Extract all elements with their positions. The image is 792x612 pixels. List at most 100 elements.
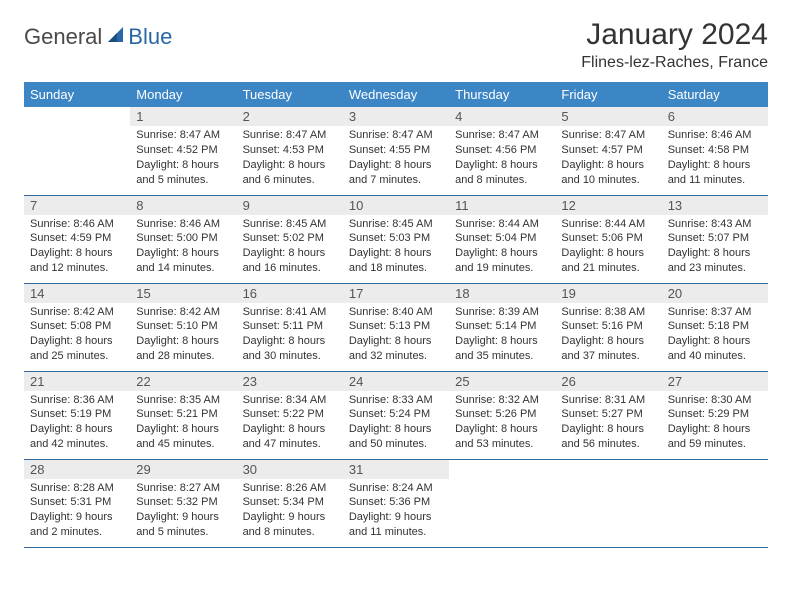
calendar-day-cell: 1Sunrise: 8:47 AMSunset: 4:52 PMDaylight… [130, 107, 236, 195]
sunset-line: Sunset: 5:04 PM [455, 231, 549, 246]
daylight-line: Daylight: 8 hours and 32 minutes. [349, 334, 443, 364]
sunset-line: Sunset: 5:13 PM [349, 319, 443, 334]
daylight-line: Daylight: 8 hours and 53 minutes. [455, 422, 549, 452]
day-number: 12 [555, 196, 661, 215]
sunset-line: Sunset: 5:19 PM [30, 407, 124, 422]
sunset-line: Sunset: 4:52 PM [136, 143, 230, 158]
daylight-line: Daylight: 8 hours and 21 minutes. [561, 246, 655, 276]
sunset-line: Sunset: 5:02 PM [243, 231, 337, 246]
calendar-day-cell: 31Sunrise: 8:24 AMSunset: 5:36 PMDayligh… [343, 459, 449, 547]
sunrise-line: Sunrise: 8:45 AM [349, 217, 443, 232]
sunset-line: Sunset: 5:16 PM [561, 319, 655, 334]
calendar-day-cell: 22Sunrise: 8:35 AMSunset: 5:21 PMDayligh… [130, 371, 236, 459]
day-number: 20 [662, 284, 768, 303]
calendar-day-cell: 24Sunrise: 8:33 AMSunset: 5:24 PMDayligh… [343, 371, 449, 459]
sunrise-line: Sunrise: 8:47 AM [349, 128, 443, 143]
page-title: January 2024 [581, 18, 768, 52]
day-details: Sunrise: 8:46 AMSunset: 5:00 PMDaylight:… [130, 215, 236, 280]
calendar-day-cell: 23Sunrise: 8:34 AMSunset: 5:22 PMDayligh… [237, 371, 343, 459]
calendar-week-row: 1Sunrise: 8:47 AMSunset: 4:52 PMDaylight… [24, 107, 768, 195]
sunset-line: Sunset: 5:29 PM [668, 407, 762, 422]
daylight-line: Daylight: 8 hours and 25 minutes. [30, 334, 124, 364]
sunset-line: Sunset: 4:59 PM [30, 231, 124, 246]
day-details: Sunrise: 8:44 AMSunset: 5:04 PMDaylight:… [449, 215, 555, 280]
calendar-day-cell: 2Sunrise: 8:47 AMSunset: 4:53 PMDaylight… [237, 107, 343, 195]
day-details: Sunrise: 8:26 AMSunset: 5:34 PMDaylight:… [237, 479, 343, 544]
day-details: Sunrise: 8:24 AMSunset: 5:36 PMDaylight:… [343, 479, 449, 544]
logo: General Blue [24, 24, 172, 50]
sunset-line: Sunset: 5:08 PM [30, 319, 124, 334]
day-number: 9 [237, 196, 343, 215]
day-number: 5 [555, 107, 661, 126]
day-number: 4 [449, 107, 555, 126]
day-details: Sunrise: 8:47 AMSunset: 4:53 PMDaylight:… [237, 126, 343, 191]
sunrise-line: Sunrise: 8:31 AM [561, 393, 655, 408]
daylight-line: Daylight: 8 hours and 23 minutes. [668, 246, 762, 276]
calendar-day-cell: 21Sunrise: 8:36 AMSunset: 5:19 PMDayligh… [24, 371, 130, 459]
sunset-line: Sunset: 5:22 PM [243, 407, 337, 422]
daylight-line: Daylight: 8 hours and 5 minutes. [136, 158, 230, 188]
day-details: Sunrise: 8:47 AMSunset: 4:56 PMDaylight:… [449, 126, 555, 191]
day-number: 31 [343, 460, 449, 479]
calendar-empty-cell [662, 459, 768, 547]
daylight-line: Daylight: 8 hours and 30 minutes. [243, 334, 337, 364]
daylight-line: Daylight: 8 hours and 59 minutes. [668, 422, 762, 452]
sunrise-line: Sunrise: 8:38 AM [561, 305, 655, 320]
calendar-day-cell: 9Sunrise: 8:45 AMSunset: 5:02 PMDaylight… [237, 195, 343, 283]
sunset-line: Sunset: 5:03 PM [349, 231, 443, 246]
weekday-header: Tuesday [237, 82, 343, 107]
logo-sail-icon [106, 25, 126, 50]
sunrise-line: Sunrise: 8:28 AM [30, 481, 124, 496]
day-details: Sunrise: 8:39 AMSunset: 5:14 PMDaylight:… [449, 303, 555, 368]
calendar-day-cell: 7Sunrise: 8:46 AMSunset: 4:59 PMDaylight… [24, 195, 130, 283]
daylight-line: Daylight: 9 hours and 2 minutes. [30, 510, 124, 540]
daylight-line: Daylight: 8 hours and 16 minutes. [243, 246, 337, 276]
day-details: Sunrise: 8:44 AMSunset: 5:06 PMDaylight:… [555, 215, 661, 280]
daylight-line: Daylight: 8 hours and 10 minutes. [561, 158, 655, 188]
sunset-line: Sunset: 5:10 PM [136, 319, 230, 334]
day-number: 7 [24, 196, 130, 215]
day-number: 27 [662, 372, 768, 391]
sunset-line: Sunset: 5:32 PM [136, 495, 230, 510]
sunrise-line: Sunrise: 8:34 AM [243, 393, 337, 408]
day-details: Sunrise: 8:42 AMSunset: 5:10 PMDaylight:… [130, 303, 236, 368]
logo-text-general: General [24, 24, 102, 50]
sunrise-line: Sunrise: 8:39 AM [455, 305, 549, 320]
day-number: 1 [130, 107, 236, 126]
daylight-line: Daylight: 8 hours and 56 minutes. [561, 422, 655, 452]
sunrise-line: Sunrise: 8:36 AM [30, 393, 124, 408]
day-number: 24 [343, 372, 449, 391]
daylight-line: Daylight: 8 hours and 37 minutes. [561, 334, 655, 364]
sunset-line: Sunset: 4:57 PM [561, 143, 655, 158]
day-number: 15 [130, 284, 236, 303]
sunrise-line: Sunrise: 8:46 AM [136, 217, 230, 232]
calendar-day-cell: 28Sunrise: 8:28 AMSunset: 5:31 PMDayligh… [24, 459, 130, 547]
day-number: 8 [130, 196, 236, 215]
sunset-line: Sunset: 5:21 PM [136, 407, 230, 422]
weekday-header: Thursday [449, 82, 555, 107]
day-details: Sunrise: 8:32 AMSunset: 5:26 PMDaylight:… [449, 391, 555, 456]
weekday-header: Friday [555, 82, 661, 107]
calendar-day-cell: 4Sunrise: 8:47 AMSunset: 4:56 PMDaylight… [449, 107, 555, 195]
daylight-line: Daylight: 8 hours and 19 minutes. [455, 246, 549, 276]
day-number: 18 [449, 284, 555, 303]
daylight-line: Daylight: 8 hours and 40 minutes. [668, 334, 762, 364]
day-details: Sunrise: 8:27 AMSunset: 5:32 PMDaylight:… [130, 479, 236, 544]
calendar-day-cell: 20Sunrise: 8:37 AMSunset: 5:18 PMDayligh… [662, 283, 768, 371]
day-number: 11 [449, 196, 555, 215]
sunrise-line: Sunrise: 8:44 AM [455, 217, 549, 232]
day-details: Sunrise: 8:45 AMSunset: 5:03 PMDaylight:… [343, 215, 449, 280]
calendar-day-cell: 16Sunrise: 8:41 AMSunset: 5:11 PMDayligh… [237, 283, 343, 371]
sunrise-line: Sunrise: 8:24 AM [349, 481, 443, 496]
day-details: Sunrise: 8:36 AMSunset: 5:19 PMDaylight:… [24, 391, 130, 456]
sunset-line: Sunset: 4:56 PM [455, 143, 549, 158]
daylight-line: Daylight: 8 hours and 6 minutes. [243, 158, 337, 188]
sunrise-line: Sunrise: 8:43 AM [668, 217, 762, 232]
day-details: Sunrise: 8:40 AMSunset: 5:13 PMDaylight:… [343, 303, 449, 368]
calendar-page: General Blue January 2024 Flines-lez-Rac… [0, 0, 792, 566]
day-number: 3 [343, 107, 449, 126]
weekday-header: Wednesday [343, 82, 449, 107]
daylight-line: Daylight: 8 hours and 42 minutes. [30, 422, 124, 452]
day-number: 30 [237, 460, 343, 479]
calendar-week-row: 21Sunrise: 8:36 AMSunset: 5:19 PMDayligh… [24, 371, 768, 459]
